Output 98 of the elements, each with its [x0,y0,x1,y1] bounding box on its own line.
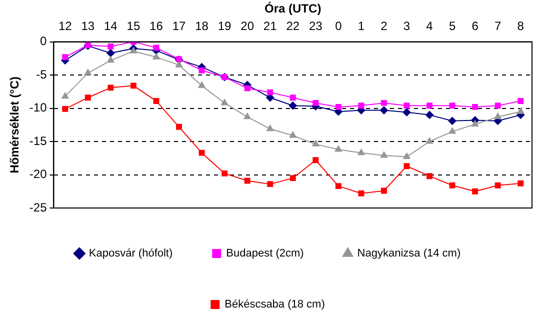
point [153,98,160,104]
point [106,49,115,58]
y-tick-label: -25 [29,200,48,214]
point [198,150,205,156]
x-tick-label: 18 [195,18,209,33]
point [517,108,524,114]
point [84,69,92,76]
point [107,56,114,63]
point [426,102,432,109]
point [404,102,410,109]
point [472,120,479,126]
x-tick-label: 13 [81,18,95,33]
point [402,108,411,116]
x-tick-label: 6 [472,18,479,33]
point [198,67,205,74]
x-tick-label: 23 [308,18,323,33]
point [426,173,432,180]
point [290,94,296,101]
point [221,98,228,106]
point [312,157,319,164]
point [62,92,69,99]
x-tick-label: 0 [335,18,342,33]
point [222,170,228,176]
point [403,152,410,160]
x-tick-label: 8 [517,18,524,33]
x-tick-label: 14 [104,18,118,33]
point [152,53,160,60]
point [494,112,502,120]
point [404,163,410,170]
y-tick-label: -10 [29,100,48,115]
point [358,102,364,109]
point [175,61,183,68]
point [130,47,137,54]
point [267,181,274,188]
x-tick-label: 17 [172,18,186,33]
point [449,102,456,109]
point [290,175,296,182]
point [380,151,388,158]
x-tick-label: 5 [448,18,456,33]
x-tick-label: 19 [218,18,232,33]
x-tick-label: 15 [126,18,140,33]
point [288,102,297,110]
x-axis-title: Óra (UTC) [264,2,322,16]
point [108,43,114,50]
y-tick-label: -15 [29,134,48,148]
x-tick-label: 7 [494,18,502,33]
point [518,98,524,104]
point [84,94,91,101]
legend-label: Békéscsaba (18 cm) [224,298,325,311]
point [62,54,68,60]
point [335,183,342,190]
x-tick-label: 2 [380,18,388,33]
point [267,89,274,96]
x-tick-label: 4 [426,18,434,33]
point [380,100,387,106]
point [448,128,456,134]
point [334,146,342,152]
x-tick-label: 21 [263,18,278,33]
point [176,124,182,130]
x-tick-label: 1 [358,18,365,33]
point [108,84,114,91]
point [130,82,136,89]
point [244,112,251,120]
point [494,102,501,109]
point [448,116,456,125]
point [312,100,319,106]
point [472,104,478,110]
legend-label: Kaposvár (hófolt) [88,248,173,260]
y-tick-label: 0 [40,34,48,48]
y-tick-label: -20 [29,167,48,182]
point [494,182,501,188]
x-tick-label: 12 [58,18,72,33]
point [518,180,524,186]
point [266,124,274,132]
x-tick-label: 20 [240,18,254,33]
y-axis-title: Hőmérséklet (°C) [8,76,22,174]
point [153,44,160,51]
point [244,178,250,184]
legend-label: Budapest (2cm) [226,248,304,260]
point [449,182,456,188]
x-tick-label: 22 [286,18,300,33]
legend-label: Nagykanizsa (14 cm) [357,248,461,260]
point [380,188,387,194]
y-tick-label: -5 [36,67,48,82]
point [380,106,388,114]
point [358,190,364,196]
point [312,140,320,146]
point [426,138,434,144]
x-tick-label: 16 [150,18,164,33]
point [289,132,296,138]
point [244,85,250,92]
point [472,188,478,194]
point [426,110,434,119]
point [198,82,206,88]
x-tick-label: 3 [403,18,410,33]
point [358,148,365,156]
point [335,104,342,110]
point [62,106,68,112]
